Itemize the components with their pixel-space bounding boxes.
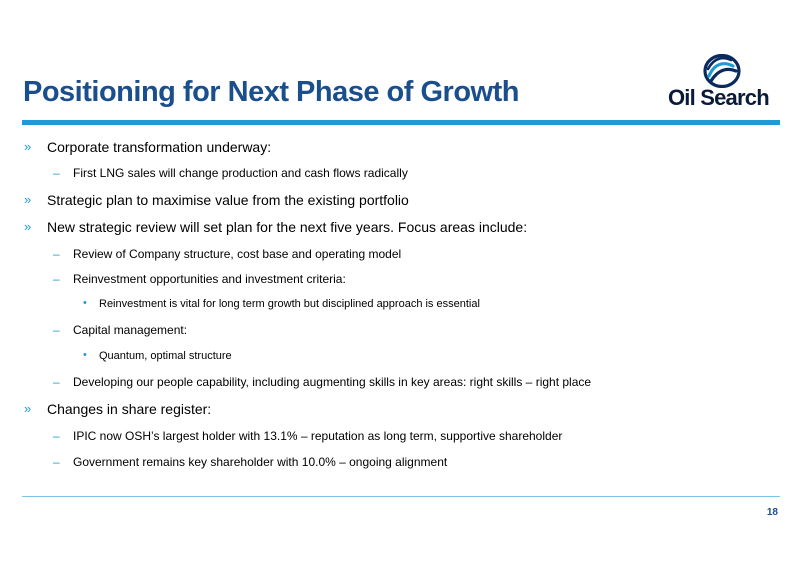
bullet-marker: •	[83, 297, 87, 309]
bullet-item: » New strategic review will set plan for…	[24, 219, 528, 235]
bullet-item: » Corporate transformation underway:	[24, 139, 272, 155]
bullet-text: Capital management:	[73, 323, 188, 337]
bullet-item: » Strategic plan to maximise value from …	[24, 192, 409, 208]
bullet-marker: »	[24, 219, 32, 234]
page-number: 18	[766, 507, 778, 518]
bullet-item: – First LNG sales will change production…	[53, 166, 408, 180]
logo-wordmark: Oil Search	[668, 85, 770, 110]
bullet-text: Changes in share register:	[47, 401, 212, 417]
bullet-marker: »	[24, 192, 32, 207]
bullet-item: • Reinvestment is vital for long term gr…	[83, 298, 480, 310]
bullet-marker: •	[83, 349, 87, 361]
bullet-item: – Capital management:	[53, 323, 188, 337]
bullet-text: First LNG sales will change production a…	[73, 166, 408, 180]
bullet-item: – Developing our people capability, incl…	[53, 375, 592, 389]
bullet-marker: –	[53, 272, 60, 286]
bullet-text: Reinvestment opportunities and investmen…	[73, 272, 346, 286]
slide-title: Positioning for Next Phase of Growth	[23, 76, 519, 108]
bullet-marker: –	[53, 166, 60, 180]
bullet-text: Strategic plan to maximise value from th…	[47, 192, 409, 208]
bullet-item: – Review of Company structure, cost base…	[53, 247, 402, 261]
bullet-marker: »	[24, 139, 32, 154]
bullet-text: Government remains key shareholder with …	[73, 455, 448, 469]
oil-search-logo: Oil Search	[668, 54, 780, 114]
bullet-marker: –	[53, 455, 60, 469]
bullet-item: – IPIC now OSH’s largest holder with 13.…	[53, 429, 563, 443]
bullet-text: New strategic review will set plan for t…	[47, 219, 528, 235]
bullet-marker: –	[53, 247, 60, 261]
bullet-marker: –	[53, 429, 60, 443]
bullet-text: Corporate transformation underway:	[47, 139, 272, 155]
bullet-item: – Government remains key shareholder wit…	[53, 455, 448, 469]
bullet-text: Review of Company structure, cost base a…	[73, 247, 402, 261]
bullet-marker: –	[53, 323, 60, 337]
bullet-item: – Reinvestment opportunities and investm…	[53, 272, 346, 286]
bullet-item: • Quantum, optimal structure	[83, 350, 232, 362]
bullet-marker: »	[24, 401, 32, 416]
bullet-text: Quantum, optimal structure	[99, 350, 232, 362]
bullet-text: Developing our people capability, includ…	[73, 375, 592, 389]
footer-divider	[22, 496, 780, 497]
title-divider	[22, 120, 780, 125]
bullet-text: Reinvestment is vital for long term grow…	[99, 298, 480, 310]
bullet-item: » Changes in share register:	[24, 401, 212, 417]
bullet-marker: –	[53, 375, 60, 389]
bullet-text: IPIC now OSH’s largest holder with 13.1%…	[73, 429, 563, 443]
logo-swirl-icon	[703, 54, 741, 88]
